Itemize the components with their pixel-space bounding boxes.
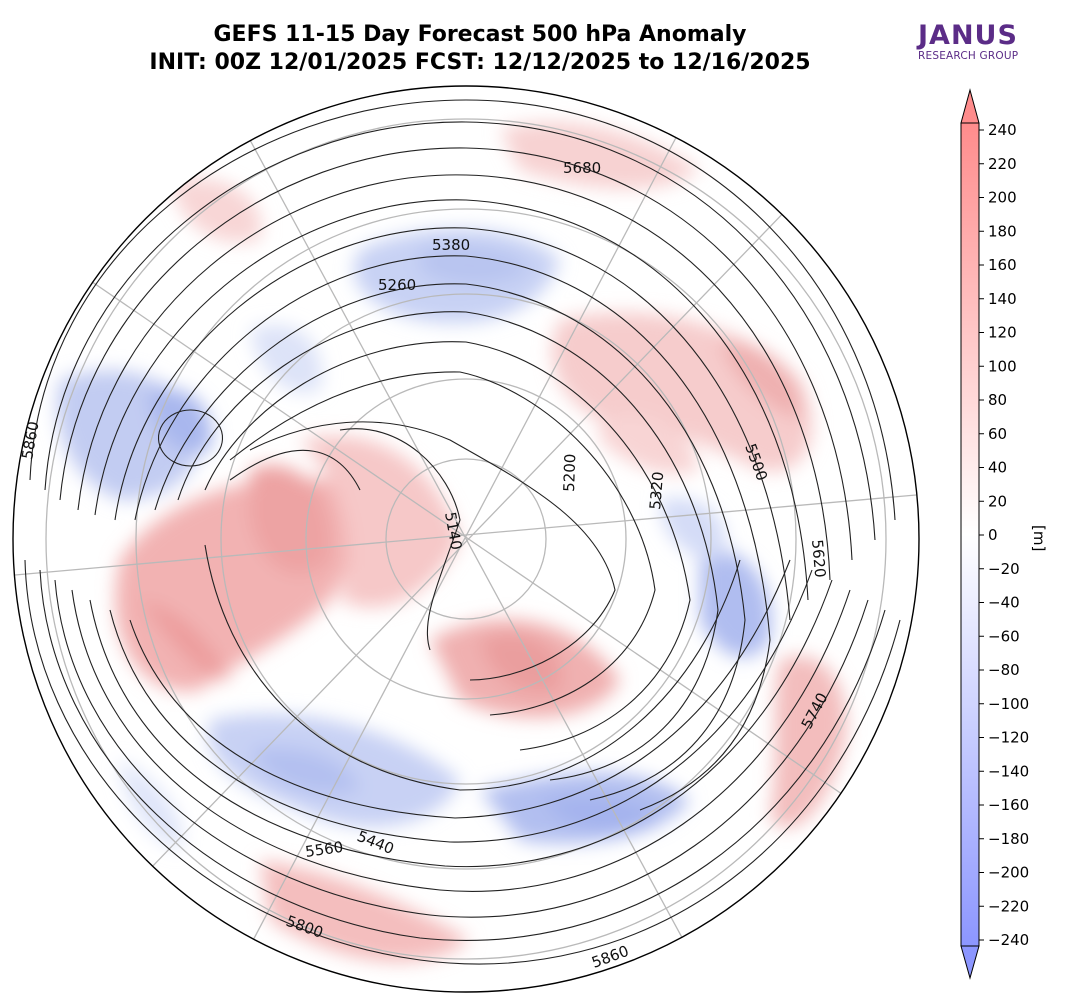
colorbar-tick-label: 60 [988,425,1007,443]
height-contours [24,99,901,965]
logo-subtitle: RESEARCH GROUP [918,50,1019,62]
map-boundary [12,85,920,993]
colorbar: 240220200180160140120100806040200−20−40−… [960,88,1029,980]
contour-label: 5260 [378,276,416,294]
colorbar-tick-label: −20 [988,560,1020,578]
map-title-line2: INIT: 00Z 12/01/2025 FCST: 12/12/2025 to… [149,50,811,75]
colorbar-tick-label: −120 [988,729,1029,747]
colorbar-tick-label: 20 [988,492,1007,510]
colorbar-unit-label: [m] [1030,525,1048,552]
contour-label: 5200 [560,453,579,492]
colorbar-tick-label: 120 [988,324,1017,342]
polar-map: 5680 5380 5260 5860 5200 5320 5500 5140 … [12,85,920,993]
anomaly-shading [13,86,919,992]
colorbar-min-arrow [960,945,980,980]
contour-label: 5380 [432,236,470,254]
colorbar-tick-label: 40 [988,459,1007,477]
colorbar-tick-label: −140 [988,762,1029,780]
janus-logo: JANUS RESEARCH GROUP [918,20,1048,63]
colorbar-tick-label: 80 [988,391,1007,409]
colorbar-tick-label: 200 [988,189,1017,207]
colorbar-gradient [960,122,980,947]
colorbar-tick-label: −220 [988,897,1029,915]
colorbar-tick-label: −180 [988,830,1029,848]
colorbar-tick-label: 160 [988,256,1017,274]
colorbar-tick-label: 220 [988,155,1017,173]
contour-label: 5560 [304,838,344,861]
colorbar-tick-label: 100 [988,357,1017,375]
colorbar-tick-label: −160 [988,796,1029,814]
colorbar-tick-label: −100 [988,695,1029,713]
colorbar-tick-label: 240 [988,121,1017,139]
logo-name: JANUS [918,20,1018,51]
contour-label: 5680 [563,159,601,177]
colorbar-tick-label: −60 [988,627,1020,645]
colorbar-tick-label: −40 [988,594,1020,612]
colorbar-tick-label: −240 [988,931,1029,949]
graticule [14,118,917,981]
contour-label: 5320 [646,471,667,511]
contour-label: 5620 [808,539,829,579]
colorbar-tick-label: 140 [988,290,1017,308]
colorbar-tick-label: 0 [988,526,998,544]
colorbar-max-arrow [960,88,980,124]
map-title-line1: GEFS 11-15 Day Forecast 500 hPa Anomaly [213,22,747,47]
colorbar-tick-label: −80 [988,661,1020,679]
colorbar-tick-label: 180 [988,222,1017,240]
colorbar-tick-label: −200 [988,864,1029,882]
